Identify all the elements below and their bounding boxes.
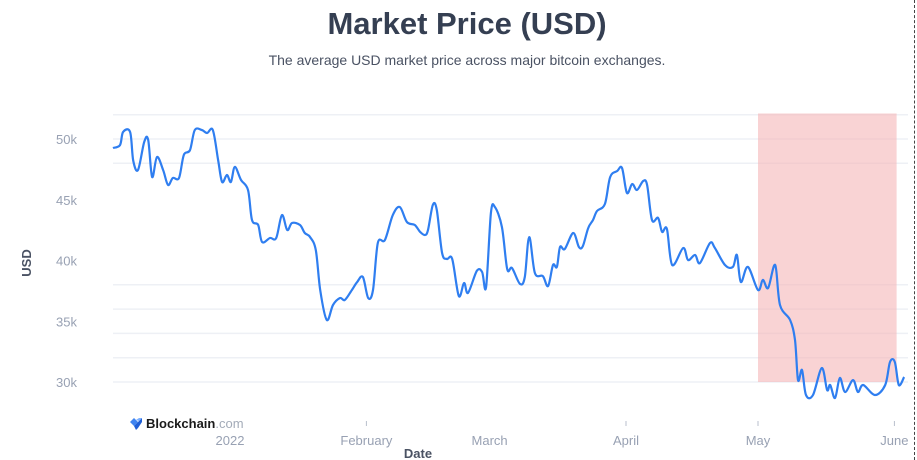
y-tick-label: 50k bbox=[56, 132, 77, 147]
highlight-region bbox=[758, 113, 897, 383]
y-tick-label: 40k bbox=[56, 254, 77, 269]
x-tick-label: March bbox=[472, 433, 508, 448]
svg-text:Blockchain.com: Blockchain.com bbox=[146, 416, 244, 431]
y-axis-ticks: 30k 35k 40k 45k 50k bbox=[56, 132, 77, 390]
y-tick-label: 30k bbox=[56, 375, 77, 390]
price-line bbox=[112, 127, 906, 400]
y-axis-title: USD bbox=[19, 249, 34, 276]
x-tick-label: 2022 bbox=[216, 433, 245, 448]
x-axis-ticks: 2022 February March April May June bbox=[216, 421, 909, 448]
y-tick-label: 45k bbox=[56, 193, 77, 208]
chart-title: Market Price (USD) bbox=[327, 6, 607, 41]
logo-brand: Blockchain bbox=[146, 416, 215, 431]
x-tick-label: June bbox=[880, 433, 908, 448]
y-tick-label: 35k bbox=[56, 314, 77, 329]
x-tick-label: February bbox=[340, 433, 393, 448]
blockchain-logo: Blockchain.com bbox=[130, 416, 244, 431]
x-axis-title: Date bbox=[404, 446, 432, 460]
frame-border bbox=[914, 0, 915, 460]
x-tick-label: May bbox=[746, 433, 771, 448]
logo-suffix: .com bbox=[215, 416, 243, 431]
blockchain-logo-icon bbox=[130, 418, 142, 430]
x-tick-label: April bbox=[613, 433, 639, 448]
chart-subtitle: The average USD market price across majo… bbox=[268, 52, 666, 68]
